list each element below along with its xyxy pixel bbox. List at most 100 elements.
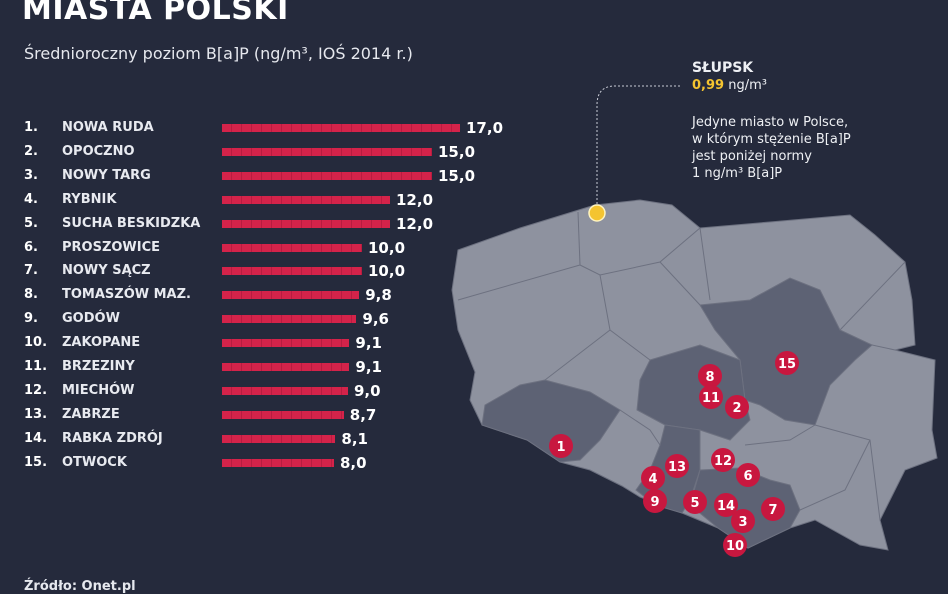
marker-label: 5 [690,496,699,511]
value-label: 9,8 [365,286,392,305]
marker-label: 7 [768,503,777,518]
value-label: 12,0 [396,190,434,209]
map-marker[interactable]: 11 [699,385,723,409]
marker-circle [775,351,799,375]
bar [222,267,362,276]
bar [222,171,432,180]
bar [222,243,362,252]
bar-row: 12. MIECHÓW 9,0 [0,381,500,401]
bar [222,219,390,228]
bar-row: 10. ZAKOPANE 9,1 [0,333,500,353]
marker-label: 13 [668,460,686,475]
map-marker[interactable]: 9 [643,489,667,513]
map-marker[interactable]: 4 [641,466,665,490]
marker-label: 3 [738,515,747,530]
bar [222,386,348,395]
marker-label: 11 [702,391,720,406]
callout-line: Jedyne miasto w Polsce, [692,115,849,130]
value-label: 8,1 [341,429,368,448]
city-label: NOWY SĄCZ [62,263,151,279]
marker-circle [723,533,747,557]
map-marker[interactable]: 5 [683,490,707,514]
rank-label: 10. [24,335,48,351]
bar-row: 14. RABKA ZDRÓJ 8,1 [0,429,500,449]
map-marker[interactable]: 8 [698,364,722,388]
city-label: SUCHA BESKIDZKA [62,215,201,231]
marker-circle [641,466,665,490]
bar-row: 4. RYBNIK 12,0 [0,190,500,210]
bar [222,434,336,443]
rank-label: 13. [24,406,48,422]
rank-label: 4. [24,191,38,207]
bar [222,291,360,300]
bar [222,124,460,132]
source-note: Źródło: Onet.pl [24,579,136,594]
bar [222,363,350,371]
map-region-borders [457,211,906,521]
marker-circle [711,448,735,472]
marker-circle [643,489,667,513]
map-marker[interactable]: 6 [736,463,760,487]
map-marker[interactable]: 15 [775,351,799,375]
callout-unit: ng/m³ [728,78,767,93]
rank-label: 8. [24,287,38,303]
marker-circle [683,490,707,514]
marker-label: 12 [714,454,732,469]
marker-label: 2 [732,401,741,416]
city-label: ZABRZE [62,406,120,422]
rank-label: 14. [24,430,48,446]
callout-value: 0,99 [692,78,725,93]
marker-circle [549,434,573,458]
callout-line: w którym stężenie B[a]P [692,132,851,147]
city-label: NOWA RUDA [62,120,154,135]
rank-label: 15. [24,454,48,470]
map-marker[interactable]: 7 [761,497,785,521]
city-label: NOWY TARG [62,167,151,183]
rank-label: 7. [24,263,38,279]
bar-row: 5. SUCHA BESKIDZKA 12,0 [0,214,500,234]
value-label: 9,1 [355,358,382,376]
chart-subtitle: Średnioroczny poziom B[a]P (ng/m³, IOŚ 2… [24,44,413,63]
rank-label: 1. [24,120,38,135]
chart-title: MIASTA POLSKI [22,0,289,27]
marker-label: 15 [778,357,796,372]
city-label: GODÓW [62,311,120,327]
city-label: MIECHÓW [62,382,135,398]
map-marker[interactable]: 10 [723,533,747,557]
bar-row: 6. PROSZOWICE 10,0 [0,238,500,258]
map-marker[interactable]: 3 [731,509,755,533]
marker-label: 14 [717,499,735,514]
map-marker[interactable]: 12 [711,448,735,472]
slupsk-marker[interactable] [588,204,606,222]
marker-label: 6 [743,469,752,484]
city-label: OTWOCK [62,454,127,470]
callout-city: SŁUPSK [692,60,754,76]
rank-label: 3. [24,167,38,183]
map-region-dolnoslaskie [481,379,621,463]
callout-line: 1 ng/m³ B[a]P [692,166,783,181]
bar [222,410,344,419]
value-label: 17,0 [466,119,504,137]
value-label: 8,7 [349,405,377,424]
bar [222,339,350,348]
bar-row: 3. NOWY TARG 15,0 [0,166,500,186]
marker-circle [714,493,738,517]
rank-label: 6. [24,239,38,255]
callout-description: Jedyne miasto w Polsce, w którym stężeni… [692,114,851,182]
city-label: OPOCZNO [62,143,135,159]
value-label: 10,0 [368,262,406,281]
value-label: 9,1 [355,334,382,353]
value-label: 15,0 [438,142,476,161]
map-marker[interactable]: 13 [665,454,689,478]
map-marker[interactable]: 14 [714,493,738,517]
marker-label: 1 [556,440,565,455]
city-label: RABKA ZDRÓJ [62,430,163,446]
bar [222,147,432,156]
map-marker[interactable]: 2 [725,395,749,419]
marker-label: 4 [648,472,657,487]
bar [222,195,390,204]
city-label: ZAKOPANE [62,335,141,351]
map-marker[interactable]: 1 [549,434,573,458]
map-region-lodzkie [636,344,751,441]
marker-label: 10 [726,539,744,554]
